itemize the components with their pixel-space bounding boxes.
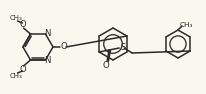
Text: O: O bbox=[60, 42, 67, 52]
Text: O: O bbox=[102, 61, 109, 70]
Text: N: N bbox=[44, 29, 50, 38]
Text: O: O bbox=[19, 65, 26, 74]
Text: S: S bbox=[119, 44, 125, 53]
Text: N: N bbox=[44, 56, 50, 65]
Text: CH₃: CH₃ bbox=[10, 73, 23, 79]
Text: CH₃: CH₃ bbox=[178, 22, 192, 28]
Text: CH₃: CH₃ bbox=[10, 15, 23, 21]
Text: O: O bbox=[19, 20, 26, 29]
